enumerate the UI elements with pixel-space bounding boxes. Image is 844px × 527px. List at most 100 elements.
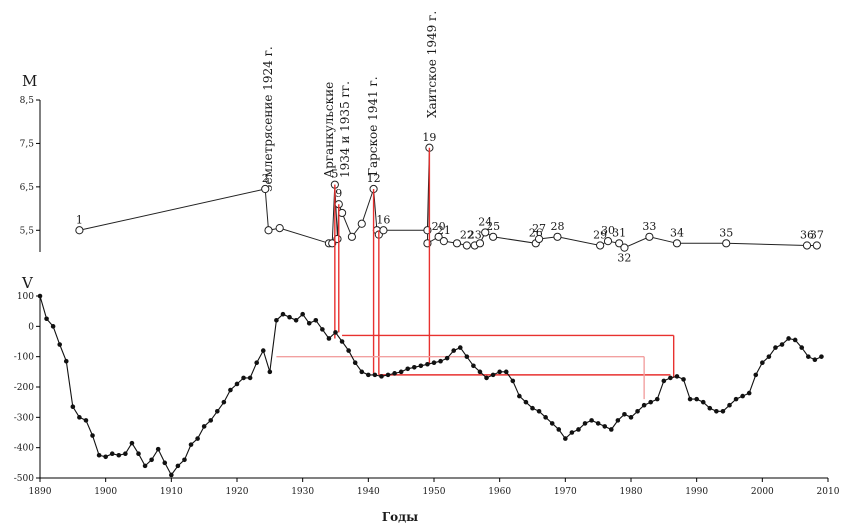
magnitude-point	[275, 224, 284, 233]
v-point	[595, 421, 601, 426]
v-point	[425, 361, 430, 367]
v-point	[615, 418, 621, 423]
x-tick-label: 1900	[94, 487, 117, 497]
top-y-tick-label: 7,5	[20, 139, 35, 149]
v-point	[490, 372, 496, 378]
magnitude-point	[620, 243, 629, 252]
v-point	[392, 371, 397, 376]
x-axis-title: Годы	[382, 510, 418, 524]
magnitude-point	[75, 226, 84, 235]
v-point	[359, 369, 365, 375]
magnitude-point	[553, 232, 562, 241]
magnitude-point	[337, 208, 347, 218]
v-point	[313, 317, 319, 323]
v-point	[247, 375, 253, 381]
v-point	[385, 372, 391, 378]
v-point	[641, 402, 647, 408]
v-point	[700, 399, 706, 405]
v-point	[287, 314, 292, 320]
v-point	[766, 354, 772, 359]
magnitude-point	[439, 237, 448, 246]
magnitude-point	[357, 219, 366, 228]
bottom-axis-title: V	[21, 274, 34, 292]
earthquake-annotations: Землетрясение 1924 г. Арганкульские 1934 и…	[261, 11, 439, 192]
v-point	[720, 408, 726, 414]
top-y-tick-label: 8,5	[20, 96, 35, 106]
v-point	[609, 427, 614, 432]
bottom-panel: V 1890 1900 1910 1920 1930 1940 1950 1960 1970 19…	[14, 274, 840, 524]
v-point	[622, 412, 627, 417]
v-point	[201, 424, 207, 429]
v-point	[576, 427, 581, 432]
top-axis-title: M	[22, 72, 37, 90]
v-point	[635, 408, 640, 414]
v-point	[260, 348, 266, 353]
v-point	[234, 381, 240, 387]
v-point	[123, 451, 128, 457]
magnitude-point	[261, 184, 270, 194]
magnitude-point	[812, 241, 821, 250]
y-tick-label: -500	[14, 474, 34, 484]
x-tick-label: 1940	[357, 487, 380, 497]
v-point	[149, 457, 154, 463]
v-point	[346, 348, 351, 353]
v-point	[681, 377, 686, 382]
v-point	[418, 363, 424, 369]
magnitude-point	[379, 226, 388, 235]
earthquake-annotation: Арганкульские	[322, 82, 336, 178]
v-point	[648, 399, 653, 405]
earthquake-annotation: Гарское 1941 г.	[366, 76, 380, 176]
v-point	[90, 433, 95, 438]
magnitude-point	[264, 226, 273, 235]
point-number-label: 21	[437, 224, 451, 237]
v-point	[438, 358, 443, 364]
v-point	[339, 339, 345, 344]
v-point	[733, 396, 739, 402]
v-point	[366, 372, 371, 378]
v-point	[543, 415, 548, 420]
v-point	[280, 311, 286, 317]
point-number-label: 19	[422, 131, 436, 144]
point-number-label: 32	[617, 252, 631, 265]
point-number-label: 33	[642, 220, 656, 233]
v-point	[457, 345, 463, 350]
v-point	[293, 317, 299, 323]
v-point	[444, 355, 450, 361]
v-point	[556, 427, 562, 432]
v-point	[195, 436, 200, 441]
point-number-label: 31	[612, 226, 626, 239]
v-point	[477, 369, 483, 375]
v-point	[694, 396, 699, 402]
point-number-label: 12	[367, 172, 381, 185]
v-point	[523, 399, 529, 405]
v-point	[155, 446, 161, 452]
magnitude-point	[596, 241, 605, 250]
point-number-label: 20	[432, 220, 446, 233]
v-point	[628, 415, 634, 420]
v-point	[753, 372, 759, 378]
x-tick-label: 1890	[29, 487, 52, 497]
v-point	[352, 360, 358, 366]
v-point	[582, 421, 588, 426]
x-tick-label: 1970	[554, 487, 577, 497]
v-point	[517, 393, 522, 399]
point-number-label: 16	[376, 213, 390, 226]
v-point	[300, 311, 305, 317]
earthquake-annotation: Землетрясение 1924 г.	[261, 46, 275, 192]
magnitude-point	[462, 241, 471, 250]
v-point	[221, 399, 227, 405]
y-tick-label: -200	[14, 383, 34, 393]
y-tick-label: -400	[14, 444, 34, 454]
y-tick-label: 100	[17, 292, 34, 302]
v-point	[792, 337, 798, 343]
v-point	[589, 418, 594, 423]
point-number-label: 9	[335, 187, 342, 200]
y-tick-label: -300	[14, 413, 34, 423]
point-number-label: 29	[593, 228, 607, 241]
red-link-lines	[276, 147, 675, 400]
x-tick-label: 1930	[291, 487, 314, 497]
magnitude-point	[434, 232, 443, 241]
v-point	[471, 363, 476, 369]
earthquake-annotation: 1934 и 1935 гг.	[338, 81, 352, 178]
